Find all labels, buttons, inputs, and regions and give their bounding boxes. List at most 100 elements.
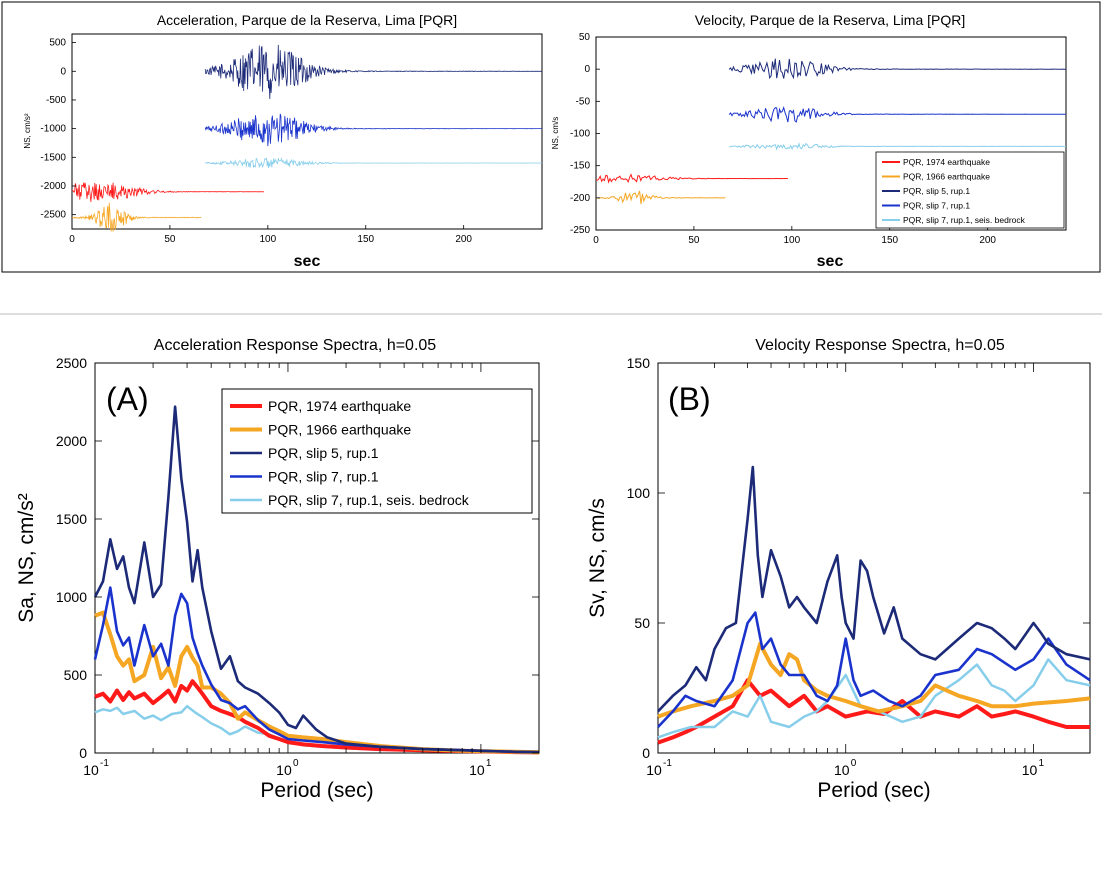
y-tick-label: 1000 xyxy=(56,589,87,605)
y-tick-label: -100 xyxy=(570,129,590,140)
plot-frame xyxy=(657,362,1091,754)
x-tick-exponent: -1 xyxy=(100,758,109,769)
tick-group: 0 50 100 150 200 50 0 -50 -100 -150 -200 -250 xyxy=(570,32,996,246)
x-tick-exponent: 0 xyxy=(851,758,857,769)
y-tick-label: 100 xyxy=(627,485,651,501)
x-tick-label: 50 xyxy=(164,234,176,245)
legend: PQR, 1974 earthquake PQR, 1966 earthquake… xyxy=(221,388,533,514)
legend-label-eq1966: PQR, 1966 earthquake xyxy=(268,422,411,438)
y-axis-label: NS, cm/s² xyxy=(23,113,32,148)
x-tick-exponent: 0 xyxy=(293,758,299,769)
x-axis-label: sec xyxy=(817,253,844,270)
legend-label-slip5: PQR, slip 5, rup.1 xyxy=(903,186,970,196)
y-tick-label: 0 xyxy=(60,66,66,77)
y-axis-label: Sv, NS, cm/s xyxy=(586,498,609,618)
series-line-slip5 xyxy=(93,405,540,754)
y-tick-label: -150 xyxy=(570,161,590,172)
y-tick-label: -2000 xyxy=(40,181,66,192)
legend-label-slip5: PQR, slip 5, rup.1 xyxy=(268,445,379,461)
series-line-slip7 xyxy=(204,113,543,147)
legend-label-eq1974: PQR, 1974 earthquake xyxy=(903,157,990,167)
accel-spectra-chart: Acceleration Response Spectra, h=0.05 10… xyxy=(15,337,540,802)
x-tick-label: 10 xyxy=(1022,762,1038,778)
x-axis-label: sec xyxy=(294,253,321,270)
y-tick-label: 150 xyxy=(627,355,651,371)
series-line-eq1974 xyxy=(71,182,264,202)
tick-group: 0 50 100 150 200 500 0 -500 -1000 -1500 -2000 -2500 xyxy=(40,38,472,245)
series-line-eq1974 xyxy=(657,678,1090,745)
x-tick-exponent: 1 xyxy=(486,758,492,769)
series-line-eq1966 xyxy=(595,190,726,205)
legend-label-eq1974: PQR, 1974 earthquake xyxy=(268,398,411,414)
series-line-slip7 xyxy=(93,586,540,754)
x-tick-label: 150 xyxy=(357,234,374,245)
series-group xyxy=(71,44,543,232)
series-line-slip5 xyxy=(204,44,542,100)
y-tick-label: 2500 xyxy=(56,355,87,371)
legend-label-bedrock: PQR, slip 7, rup.1, seis. bedrock xyxy=(903,215,1026,225)
top-panel-border xyxy=(1,1,1101,273)
y-tick-label: -200 xyxy=(570,193,590,204)
y-tick-label: -500 xyxy=(46,95,66,106)
legend-box xyxy=(875,151,1065,229)
series-line-slip5 xyxy=(728,58,1066,80)
legend-label-bedrock: PQR, slip 7, rup.1, seis. bedrock xyxy=(268,492,470,508)
y-tick-label: 500 xyxy=(64,667,88,683)
velocity-timeseries-chart: Velocity, Parque de la Reserva, Lima [PQ… xyxy=(551,12,1067,270)
x-tick-exponent: 1 xyxy=(1038,758,1044,769)
y-tick-label: -50 xyxy=(576,96,591,107)
panel-label: (A) xyxy=(106,381,149,417)
x-tick-label: 100 xyxy=(259,234,276,245)
x-tick-label: 0 xyxy=(69,234,75,245)
y-tick-label: -1500 xyxy=(40,152,66,163)
x-tick-label: 0 xyxy=(593,235,599,246)
legend-label-eq1966: PQR, 1966 earthquake xyxy=(903,172,990,182)
legend-label-slip7: PQR, slip 7, rup.1 xyxy=(268,469,379,485)
x-tick-label: 150 xyxy=(881,235,898,246)
y-axis-label: NS, cm/s xyxy=(551,117,560,149)
x-tick-label: 100 xyxy=(783,235,800,246)
y-tick-label: 0 xyxy=(79,745,87,761)
series-line-slip7 xyxy=(657,611,1091,728)
y-tick-label: 500 xyxy=(49,38,66,49)
y-tick-label: 50 xyxy=(634,615,650,631)
x-tick-label: 200 xyxy=(979,235,996,246)
series-line-bedrock xyxy=(729,142,1066,151)
accel-timeseries-chart: Acceleration, Parque de la Reserva, Lima… xyxy=(23,12,543,270)
x-tick-label: 10 xyxy=(276,762,292,778)
plot-frame xyxy=(94,362,540,754)
series-line-slip5 xyxy=(657,465,1091,713)
series-line-slip7 xyxy=(728,105,1066,123)
velocity-spectra-chart: Velocity Response Spectra, h=0.05 10 -1 10… xyxy=(586,337,1091,802)
chart-title: Velocity Response Spectra, h=0.05 xyxy=(755,337,1005,354)
chart-title: Acceleration Response Spectra, h=0.05 xyxy=(154,337,437,354)
x-axis-label: Period (sec) xyxy=(817,779,930,802)
x-tick-label: 10 xyxy=(83,762,99,778)
series-line-eq1966 xyxy=(657,641,1091,719)
y-tick-label: 1500 xyxy=(56,511,87,527)
y-tick-label: 0 xyxy=(642,745,650,761)
panel-label: (B) xyxy=(668,381,711,417)
y-axis-label: Sa, NS, cm/s² xyxy=(15,493,38,623)
x-tick-exponent: -1 xyxy=(663,758,672,769)
y-tick-label: 2000 xyxy=(56,433,87,449)
x-tick-label: 50 xyxy=(688,235,700,246)
x-tick-label: 10 xyxy=(646,762,662,778)
legend-label-slip7: PQR, slip 7, rup.1 xyxy=(903,201,970,211)
y-tick-label: -1000 xyxy=(40,124,66,135)
x-axis-label: Period (sec) xyxy=(260,779,373,802)
series-line-eq1974 xyxy=(595,173,788,184)
y-tick-label: -250 xyxy=(570,225,590,236)
legend: PQR, 1974 earthquake PQR, 1966 earthquake… xyxy=(875,151,1065,229)
x-tick-label: 10 xyxy=(834,762,850,778)
plot-frame xyxy=(71,33,543,230)
series-group xyxy=(595,58,1066,205)
series-line-eq1974 xyxy=(94,679,540,755)
legend-box xyxy=(221,388,533,514)
y-tick-label: 0 xyxy=(584,64,590,75)
series-group xyxy=(93,405,540,755)
y-tick-label: 50 xyxy=(579,32,591,43)
chart-title: Velocity, Parque de la Reserva, Lima [PQ… xyxy=(695,12,966,28)
